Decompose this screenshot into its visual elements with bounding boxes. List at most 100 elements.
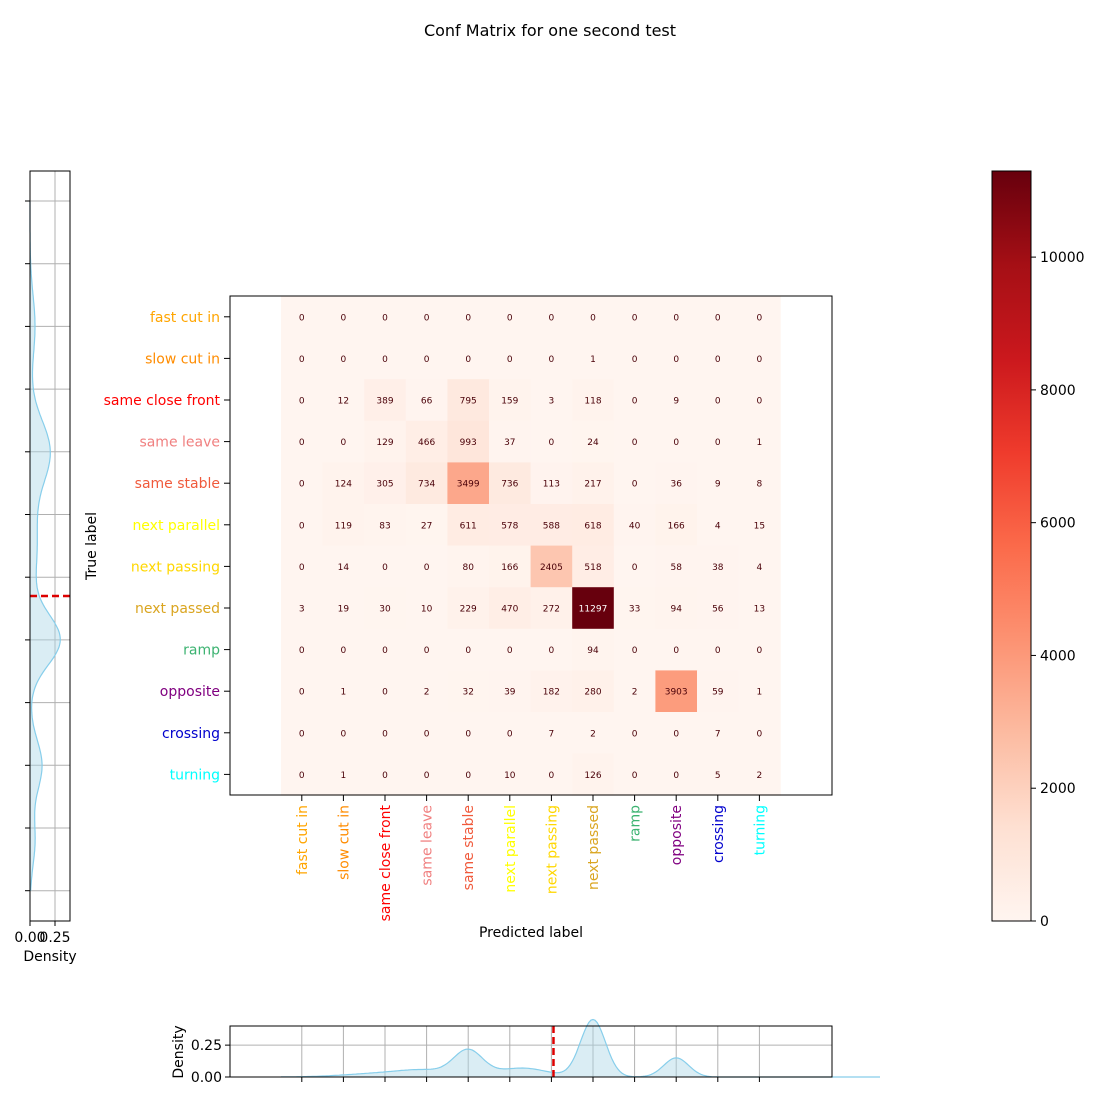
heatmap-cell — [405, 712, 448, 755]
cell-value: 0 — [549, 646, 555, 656]
heatmap-cell — [322, 296, 365, 339]
heatmap-cell — [322, 753, 365, 796]
heatmap-cell — [613, 337, 656, 380]
column-label: same close front — [378, 804, 394, 921]
heatmap-cell — [447, 587, 490, 630]
heatmap-cell — [447, 545, 490, 588]
heatmap-cell — [405, 462, 448, 505]
heatmap-cell — [530, 379, 573, 422]
cell-value: 3 — [299, 605, 305, 615]
cell-value: 229 — [460, 605, 477, 615]
cell-value: 0 — [341, 438, 347, 448]
column-label: next passed — [586, 805, 602, 890]
cell-value: 0 — [465, 771, 471, 781]
cell-value: 0 — [299, 688, 305, 698]
heatmap-cell — [572, 462, 615, 505]
left-density-fill — [30, 201, 61, 891]
heatmap-cell — [530, 712, 573, 755]
heatmap-cell — [655, 753, 698, 796]
cell-value: 19 — [338, 605, 350, 615]
heatmap-cell — [572, 545, 615, 588]
heatmap-cell — [613, 462, 656, 505]
column-label: ramp — [628, 805, 644, 842]
heatmap-cell — [530, 420, 573, 463]
row-label: opposite — [160, 684, 220, 700]
row-label: next passed — [135, 601, 220, 617]
cell-value: 58 — [670, 563, 682, 573]
row-label: next passing — [131, 559, 220, 575]
heatmap-cell — [364, 670, 407, 713]
cell-value: 0 — [632, 355, 638, 365]
heatmap-cell — [613, 296, 656, 339]
cell-value: 0 — [299, 480, 305, 490]
heatmap-cell — [489, 587, 532, 630]
cell-value: 0 — [715, 646, 721, 656]
heatmap-cell — [405, 296, 448, 339]
heatmap-cell — [447, 504, 490, 547]
cell-value: 0 — [424, 729, 430, 739]
cell-value: 0 — [715, 355, 721, 365]
heatmap-cell — [322, 587, 365, 630]
row-label: turning — [170, 767, 220, 783]
heatmap-cell — [655, 670, 698, 713]
cell-value: 94 — [587, 646, 599, 656]
cell-value: 2 — [424, 688, 430, 698]
predicted-label-ticks: fast cut in slow cut in same close front sa… — [295, 795, 768, 921]
heatmap-cell — [572, 753, 615, 796]
heatmap-cell — [489, 545, 532, 588]
cell-value: 0 — [632, 729, 638, 739]
heatmap-cell — [697, 296, 740, 339]
cell-value: 0 — [299, 438, 305, 448]
cell-value: 0 — [424, 563, 430, 573]
heatmap-cell — [447, 337, 490, 380]
cell-value: 0 — [715, 397, 721, 407]
row-label: same leave — [139, 435, 220, 451]
cell-value: 2 — [757, 771, 763, 781]
cell-value: 0 — [673, 729, 679, 739]
cell-value: 0 — [299, 563, 305, 573]
cell-value: 0 — [673, 646, 679, 656]
heatmap-cell — [489, 420, 532, 463]
column-label: same stable — [461, 805, 477, 890]
cell-value: 56 — [712, 605, 724, 615]
column-label: crossing — [711, 805, 727, 863]
cell-value: 80 — [462, 563, 474, 573]
cell-value: 113 — [543, 480, 560, 490]
cell-value: 0 — [465, 729, 471, 739]
heatmap-frame — [229, 295, 833, 796]
cell-value: 124 — [335, 480, 352, 490]
heatmap-cell — [281, 504, 324, 547]
cell-value: 9 — [715, 480, 721, 490]
heatmap-cell — [738, 587, 781, 630]
cell-value: 13 — [754, 605, 765, 615]
cell-value: 27 — [421, 521, 432, 531]
heatmap-cell — [738, 462, 781, 505]
cell-value: 0 — [382, 688, 388, 698]
cell-value: 7 — [715, 729, 721, 739]
cell-value: 9 — [673, 397, 679, 407]
heatmap-cell — [447, 462, 490, 505]
cell-value: 0 — [299, 646, 305, 656]
cell-value: 0 — [549, 313, 555, 323]
cell-value: 0 — [757, 313, 763, 323]
heatmap-cell — [655, 420, 698, 463]
top-density-ylabel: Density — [171, 1025, 187, 1078]
y-axis-label: True label — [84, 512, 100, 581]
heatmap-cell — [322, 504, 365, 547]
heatmap-cell — [364, 545, 407, 588]
cell-value: 0 — [507, 355, 513, 365]
cell-value: 0 — [299, 521, 305, 531]
left-density-xlabel: Density — [23, 949, 76, 965]
confusion-matrix: 0 0 0 0 0 0 0 0 0 0 0 00 0 0 0 0 0 0 1 0 0 0 00 12 389 66 795 159 3 1… — [281, 296, 781, 796]
heatmap-cell — [697, 670, 740, 713]
cell-value: 159 — [501, 397, 518, 407]
left-density-plot: 0.000.25 Density — [14, 170, 77, 965]
left-x-tick-label: 0.25 — [39, 930, 70, 946]
cell-value: 0 — [465, 355, 471, 365]
heatmap-cell — [655, 545, 698, 588]
heatmap-cell — [738, 337, 781, 380]
heatmap-cell — [655, 587, 698, 630]
heatmap-cell — [572, 628, 615, 671]
cell-value: 389 — [376, 397, 393, 407]
heatmap-cell — [489, 712, 532, 755]
